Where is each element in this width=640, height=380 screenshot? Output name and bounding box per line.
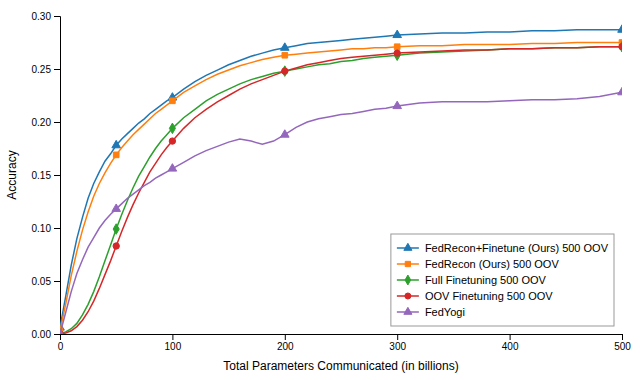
plot-area [60,25,622,334]
tick-label: 0.25 [32,64,52,75]
tick-mark [54,228,60,229]
legend-item: FedRecon (Ours) 500 OOV [397,258,560,270]
tick-mark [510,334,511,340]
legend-marker [405,275,411,285]
series-line [60,92,622,334]
tick: 200 [277,334,294,352]
tick-label: 400 [502,341,519,352]
tick: 0.25 [32,64,60,75]
series-marker [112,204,121,211]
tick: 0.00 [32,329,60,340]
x-axis-title: Total Parameters Communicated (in billio… [223,359,458,373]
series-marker [282,68,288,74]
tick-mark [54,16,60,17]
series-marker [282,66,288,77]
tick: 500 [614,334,631,352]
series-marker [170,98,176,104]
tick-label: 0.10 [32,223,52,234]
tick-label: 300 [389,341,406,352]
tick-label: 0.20 [32,117,52,128]
axis-domain [54,17,61,335]
y-axis-title: Accuracy [5,150,19,199]
series-marker [168,164,177,171]
series-marker [619,41,622,52]
tick-label: 0.30 [32,11,52,22]
series-marker [618,25,622,32]
legend-marker [404,307,412,314]
legend-label: FedRecon (Ours) 500 OOV [425,258,560,270]
series-marker [282,52,288,58]
legend-label: OOV Finetuning 500 OOV [425,290,553,302]
legend-marker [405,261,410,266]
tick: 0.15 [32,170,60,181]
series-marker [281,43,290,50]
tick-label: 200 [277,341,294,352]
tick-label: 500 [614,341,631,352]
tick-label: 0.05 [32,276,52,287]
axis-domain [61,335,623,341]
legend-marker [405,293,411,299]
tick-label: 100 [165,341,182,352]
series-line [60,43,622,331]
series-line [60,47,622,334]
legend: FedRecon+Finetune (Ours) 500 OOV FedRecon… [391,234,614,326]
tick: 300 [389,334,406,352]
tick-mark [397,334,398,340]
series-marker [393,101,402,108]
tick-mark [54,175,60,176]
tick: 100 [165,334,182,352]
legend-label: Full Finetuning 500 OOV [425,274,547,286]
series-marker [112,140,121,147]
legend-item: Full Finetuning 500 OOV [397,274,547,286]
series-marker [281,130,290,137]
legend-item: FedYogi [397,306,465,318]
series-marker [618,87,622,94]
series-marker [169,123,175,134]
chart: 0 100 200 300 400 500 0.00 0.05 0.10 0.15 0.20 0.25… [0,0,640,380]
series-marker [60,329,64,334]
series-marker [394,44,400,50]
x-axis: 0 100 200 300 400 500 [58,334,632,352]
legend-label: FedRecon+Finetune (Ours) 500 OOV [425,242,609,254]
legend-box [391,234,614,326]
tick-label: 0 [58,341,64,352]
legend-label: FedYogi [425,306,465,318]
tick: 0.05 [32,276,60,287]
tick-mark [54,122,60,123]
tick: 400 [502,334,519,352]
series-marker [113,224,119,235]
tick-mark [54,69,60,70]
series-line [60,47,622,334]
legend-item: FedRecon+Finetune (Ours) 500 OOV [397,242,609,254]
series-marker [169,138,175,144]
series-marker [113,152,119,158]
tick-mark [54,334,60,335]
tick-mark [172,334,173,340]
tick-label: 0.15 [32,170,52,181]
tick: 0.30 [32,11,60,22]
tick-mark [54,281,60,282]
legend-item: OOV Finetuning 500 OOV [397,290,553,302]
y-axis: 0.00 0.05 0.10 0.15 0.20 0.25 0.30 [32,11,61,340]
tick-mark [285,334,286,340]
series-marker [393,30,402,37]
tick-mark [622,334,623,340]
series-marker [619,44,622,50]
series-marker [113,243,119,249]
tick: 0.10 [32,223,60,234]
series-marker [394,50,400,61]
series-line [60,30,622,328]
legend-marker [404,243,412,250]
tick-label: 0.00 [32,329,52,340]
tick: 0.20 [32,117,60,128]
series-marker [394,50,400,56]
tick: 0 [58,334,64,352]
